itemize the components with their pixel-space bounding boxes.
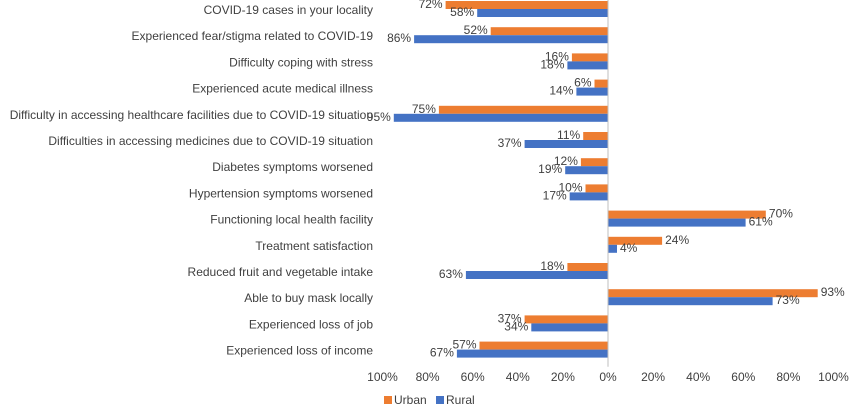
data-label-rural: 61% [749, 215, 773, 229]
bar-rural [393, 113, 608, 122]
x-tick-label: 0% [599, 370, 617, 384]
legend-label-rural: Rural [446, 393, 475, 404]
bar-rural [456, 349, 608, 358]
legend: Urban Rural [384, 393, 475, 404]
bar-urban [571, 53, 608, 62]
category-label: Difficulty coping with stress [229, 55, 373, 69]
x-tick-label: 40% [506, 370, 530, 384]
bar-urban [608, 289, 818, 298]
bar-urban [567, 263, 608, 271]
data-label-rural: 63% [439, 267, 463, 281]
legend-label-urban: Urban [394, 393, 427, 404]
data-label-rural: 18% [540, 57, 564, 71]
bar-rural [565, 166, 608, 175]
data-label-rural: 19% [538, 162, 562, 176]
category-label: Experienced loss of income [226, 344, 373, 358]
bar-rural [569, 192, 608, 201]
data-label-urban: 70% [769, 207, 793, 221]
data-label-rural: 34% [504, 319, 528, 333]
bar-urban [580, 158, 608, 167]
bar-rural [608, 218, 746, 227]
bar-urban [438, 105, 608, 114]
data-label-rural: 67% [430, 346, 454, 360]
data-label-rural: 4% [620, 241, 638, 255]
data-label-rural: 86% [387, 31, 411, 45]
x-tick-label: 60% [461, 370, 485, 384]
data-label-urban: 24% [665, 233, 689, 247]
data-label-urban: 12% [554, 154, 578, 168]
category-label: Difficulty in accessing healthcare facil… [10, 108, 373, 122]
x-tick-label: 60% [731, 370, 755, 384]
category-label: Experienced loss of job [249, 317, 373, 331]
data-label-urban: 11% [557, 128, 580, 142]
x-tick-label: 100% [367, 370, 398, 384]
bar-urban [608, 236, 663, 245]
data-label-rural: 37% [498, 136, 522, 150]
category-label: Treatment satisfaction [255, 239, 373, 253]
data-label-urban: 52% [464, 23, 488, 37]
data-label-rural: 14% [549, 84, 573, 98]
data-label-urban: 75% [412, 102, 436, 116]
data-labels: 72%58%52%86%16%18%6%14%75%95%11%37%12%19… [367, 0, 845, 360]
legend-swatch-rural [436, 396, 444, 404]
data-label-urban: 10% [558, 180, 582, 194]
category-label: Difficulties in accessing medicines due … [48, 134, 373, 148]
category-label: Experienced acute medical illness [192, 82, 373, 96]
bar-rural [567, 61, 608, 70]
data-label-rural: 17% [543, 188, 567, 202]
x-axis-ticks: 100% 80% 60% 40% 20% 0% 20% 40% 60% 80% 100% [367, 370, 849, 384]
data-label-urban: 6% [574, 76, 592, 90]
data-label-rural: 73% [776, 293, 800, 307]
legend-swatch-urban [384, 396, 392, 404]
category-label: COVID-19 cases in your locality [204, 3, 373, 17]
data-label-urban: 18% [540, 259, 564, 273]
x-tick-label: 40% [686, 370, 710, 384]
bar-urban [445, 1, 608, 9]
category-label: Diabetes symptoms worsened [212, 160, 373, 174]
category-label: Hypertension symptoms worsened [189, 186, 373, 200]
category-label: Functioning local health facility [210, 213, 373, 227]
bar-urban [583, 132, 608, 140]
bar-urban [479, 341, 608, 350]
category-label: Able to buy mask locally [244, 291, 373, 305]
bar-rural [414, 35, 608, 44]
bar-rural [531, 323, 608, 332]
bars-layer [393, 1, 818, 358]
x-tick-label: 20% [551, 370, 575, 384]
x-tick-label: 80% [416, 370, 440, 384]
bar-rural [477, 9, 608, 17]
data-label-urban: 57% [452, 338, 476, 352]
data-label-urban: 72% [419, 0, 443, 11]
category-label: Reduced fruit and vegetable intake [188, 265, 374, 279]
bar-urban [585, 184, 608, 193]
bar-urban [524, 315, 608, 324]
data-label-urban: 37% [498, 311, 522, 325]
x-tick-label: 80% [776, 370, 800, 384]
data-label-rural: 58% [450, 5, 474, 19]
data-label-urban: 16% [545, 49, 569, 63]
bar-urban [490, 27, 608, 36]
x-tick-label: 20% [641, 370, 665, 384]
category-label: Experienced fear/stigma related to COVID… [132, 29, 374, 43]
bar-rural [608, 244, 617, 253]
bar-rural [608, 297, 773, 306]
bar-rural [524, 140, 608, 148]
data-label-urban: 93% [821, 285, 845, 299]
category-labels: COVID-19 cases in your locality Experienc… [10, 3, 374, 358]
bar-rural [576, 87, 608, 96]
data-label-rural: 95% [367, 110, 391, 124]
bar-urban [608, 210, 766, 219]
x-tick-label: 100% [818, 370, 849, 384]
bar-urban [594, 79, 608, 88]
bar-rural [465, 271, 608, 279]
